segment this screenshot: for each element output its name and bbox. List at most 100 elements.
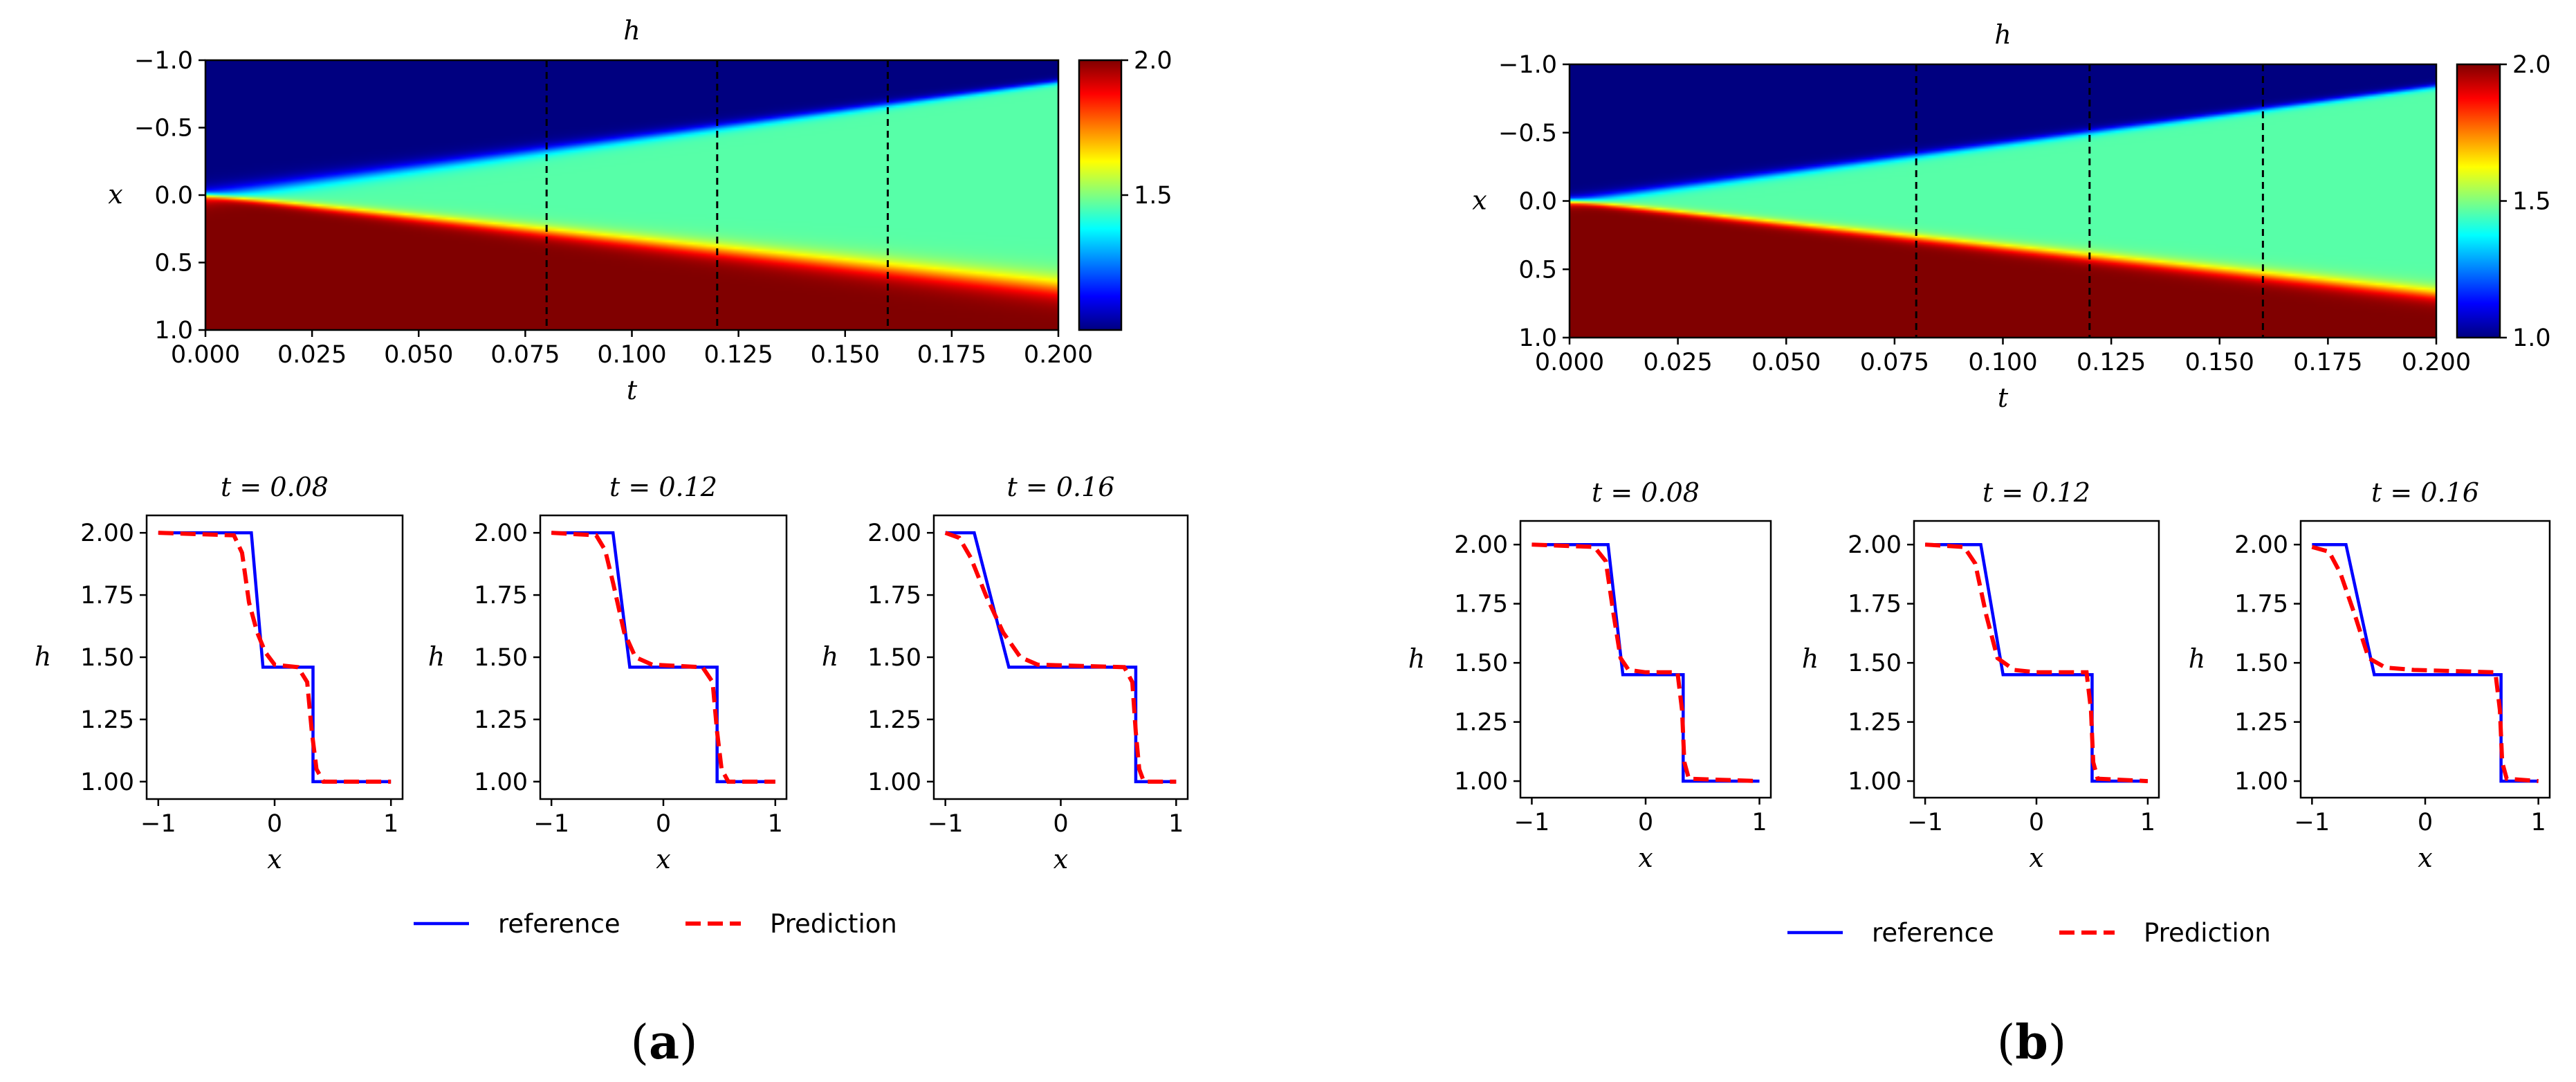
x-tick-label: 0.025 bbox=[277, 341, 347, 369]
x-tick-label: −1 bbox=[1907, 809, 1943, 836]
y-tick-label: 1.25 bbox=[1848, 709, 1902, 737]
y-tick-label: 0.0 bbox=[1518, 188, 1557, 216]
caption-open-paren: ( bbox=[1997, 1016, 2016, 1070]
y-tick-label: −0.5 bbox=[1498, 120, 1557, 147]
x-tick-label: 0.000 bbox=[171, 341, 240, 369]
y-tick-label: 2.00 bbox=[1454, 531, 1508, 559]
x-axis-label: x bbox=[1054, 844, 1068, 874]
prediction-line bbox=[1924, 542, 2149, 784]
heatmap-field-a bbox=[205, 60, 1058, 330]
slice-title: t = 0.12 bbox=[1982, 477, 2090, 508]
y-tick-label: 1.50 bbox=[80, 644, 134, 672]
x-tick-label: 0.075 bbox=[490, 341, 560, 369]
prediction-line bbox=[1531, 542, 1760, 784]
heatmap-plot-a: 0.000 0.025 0.050 0.075 0.100 0.125 0.150 0.175… bbox=[108, 15, 1093, 405]
x-tick-label: 0 bbox=[2418, 809, 2433, 836]
y-tick-label: −1.0 bbox=[134, 47, 193, 75]
y-tick-label: 1.25 bbox=[2234, 709, 2288, 737]
prediction-line bbox=[551, 531, 775, 784]
y-tick-label: −1.0 bbox=[1498, 51, 1557, 79]
y-tick-label: 1.25 bbox=[474, 706, 528, 734]
y-tick-label: 1.00 bbox=[867, 769, 921, 796]
slice-plot-b-2: −1 0 1 2.00 1.75 1.50 1.25 1.00 x h t = 0.12 bbox=[1802, 477, 2160, 873]
heatmap-title: h bbox=[1994, 19, 2011, 50]
slice-title: t = 0.16 bbox=[2371, 477, 2479, 508]
legend-a: reference Prediction bbox=[414, 909, 897, 939]
x-tick-label: 0 bbox=[1638, 809, 1653, 836]
caption-open-paren: ( bbox=[630, 1016, 649, 1070]
colorbar-a: 2.0 1.5 bbox=[1078, 47, 1172, 331]
x-tick-label: 0.200 bbox=[1024, 341, 1093, 369]
colorbar-tick-label: 1.5 bbox=[1134, 182, 1172, 210]
reference-line bbox=[2312, 542, 2539, 783]
panel-caption-b: (b) bbox=[1997, 1015, 2067, 1070]
legend-prediction-label: Prediction bbox=[2144, 918, 2271, 948]
y-tick-label: 1.00 bbox=[2234, 768, 2288, 796]
slice-frame bbox=[1519, 520, 1772, 799]
slice-title: t = 0.12 bbox=[609, 472, 717, 502]
colorbar-b: 2.0 1.5 1.0 bbox=[2456, 51, 2551, 352]
heatmap-plot-b: 0.000 0.025 0.050 0.075 0.100 0.125 0.150 0.175… bbox=[1472, 19, 2471, 413]
x-tick-label: 0.150 bbox=[811, 341, 880, 369]
slice-frame bbox=[539, 514, 788, 800]
y-tick-label: 1.00 bbox=[474, 769, 528, 796]
x-tick-label: 1 bbox=[2140, 809, 2155, 836]
panel-caption-a: (a) bbox=[630, 1015, 697, 1070]
y-tick-label: 1.25 bbox=[867, 706, 921, 734]
legend-prediction-label: Prediction bbox=[770, 909, 897, 939]
caption-close-paren: ) bbox=[2048, 1016, 2067, 1070]
x-tick-label: 0 bbox=[267, 810, 282, 838]
slice-plot-b-1: −1 0 1 2.00 1.75 1.50 1.25 1.00 x h t = 0.08 bbox=[1408, 477, 1772, 873]
caption-close-paren: ) bbox=[679, 1016, 698, 1070]
colorbar-tick-label: 1.5 bbox=[2512, 188, 2551, 216]
x-axis-label: x bbox=[2029, 843, 2043, 873]
x-tick-label: −1 bbox=[928, 810, 964, 838]
y-axis-label: h bbox=[428, 641, 445, 672]
slice-plot-a-2: −1 0 1 2.00 1.75 1.50 1.25 1.00 x h t = 0.12 bbox=[428, 472, 788, 874]
slice-frame bbox=[2299, 520, 2551, 799]
caption-letter: a bbox=[649, 1015, 679, 1070]
x-tick-label: 0.125 bbox=[2077, 349, 2146, 376]
y-axis-label: h bbox=[822, 641, 838, 672]
x-tick-label: 0.175 bbox=[2293, 349, 2362, 376]
y-axis-label: x bbox=[1472, 185, 1487, 216]
colorbar-tick-label: 2.0 bbox=[1134, 47, 1172, 75]
heatmap-field-b bbox=[1570, 64, 2436, 338]
slice-plot-a-3: −1 0 1 2.00 1.75 1.50 1.25 1.00 x h t = 0.16 bbox=[822, 472, 1189, 874]
x-tick-label: −1 bbox=[2294, 809, 2330, 836]
y-tick-label: 1.00 bbox=[1454, 768, 1508, 796]
y-tick-label: 1.75 bbox=[474, 582, 528, 609]
x-tick-label: 0 bbox=[656, 810, 671, 838]
y-tick-label: 2.00 bbox=[474, 520, 528, 547]
colorbar-tick-label: 2.0 bbox=[2512, 51, 2551, 79]
x-axis-label: t bbox=[627, 375, 638, 405]
x-tick-label: 0.150 bbox=[2185, 349, 2254, 376]
legend-reference-label: reference bbox=[498, 909, 620, 939]
x-tick-label: 0.000 bbox=[1535, 349, 1604, 376]
x-tick-label: −1 bbox=[1514, 809, 1550, 836]
x-tick-label: 0.025 bbox=[1644, 349, 1713, 376]
x-tick-label: −1 bbox=[140, 810, 176, 838]
x-tick-label: 1 bbox=[2530, 809, 2546, 836]
colorbar-tick-label: 1.0 bbox=[2512, 324, 2551, 352]
slice-title: t = 0.08 bbox=[1592, 477, 1700, 508]
slice-plot-b-3: −1 0 1 2.00 1.75 1.50 1.25 1.00 x h t = 0.16 bbox=[2189, 477, 2551, 873]
x-axis-label: x bbox=[656, 844, 670, 874]
x-tick-label: −1 bbox=[533, 810, 569, 838]
x-axis-label: t bbox=[1998, 383, 2009, 413]
y-tick-label: 1.50 bbox=[1848, 650, 1902, 677]
prediction-line bbox=[944, 531, 1177, 784]
y-axis-label: h bbox=[2189, 643, 2205, 674]
slice-frame bbox=[145, 514, 404, 800]
y-tick-label: 2.00 bbox=[2234, 531, 2288, 559]
y-tick-label: 1.50 bbox=[867, 644, 921, 672]
prediction-line bbox=[158, 531, 392, 784]
x-tick-label: 1 bbox=[768, 810, 783, 838]
x-tick-label: 0.050 bbox=[384, 341, 453, 369]
reference-line bbox=[945, 531, 1177, 784]
x-tick-label: 0.100 bbox=[597, 341, 666, 369]
y-tick-label: 1.75 bbox=[1848, 591, 1902, 618]
x-tick-label: 1 bbox=[1751, 809, 1767, 836]
legend-reference-label: reference bbox=[1872, 918, 1994, 948]
x-tick-label: 1 bbox=[1168, 810, 1184, 838]
